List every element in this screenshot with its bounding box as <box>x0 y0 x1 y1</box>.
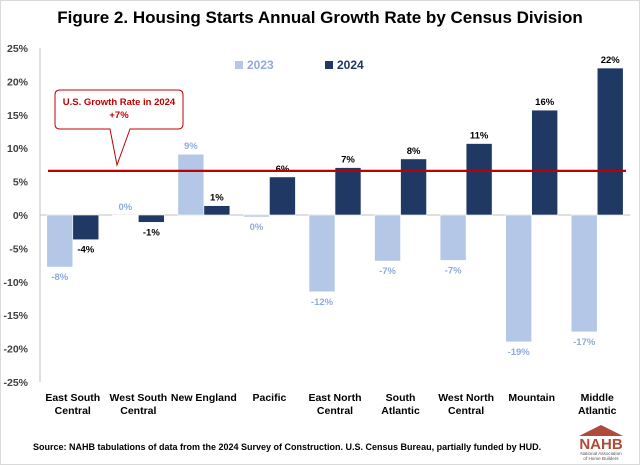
y-tick-label: 10% <box>7 143 29 155</box>
y-tick-label: -25% <box>3 377 28 389</box>
data-label-2024: -1% <box>143 227 160 238</box>
x-tick-label: New England <box>171 392 237 404</box>
y-tick-label: 15% <box>7 110 29 122</box>
data-label-2024: 22% <box>601 55 621 66</box>
y-tick-label: 0% <box>13 210 29 222</box>
bar-2024 <box>400 158 427 216</box>
data-label-2024: 8% <box>407 146 421 157</box>
bar-2023 <box>505 214 532 343</box>
bar-2024 <box>72 214 100 241</box>
bar-2023 <box>177 153 205 216</box>
callout-text-line-1: U.S. Growth Rate in 2024 <box>63 97 176 108</box>
x-tick-label: South <box>386 392 416 404</box>
bar-2023 <box>308 214 336 293</box>
y-tick-label: 5% <box>13 177 29 189</box>
x-tick-label: Atlantic <box>381 405 420 417</box>
y-tick-label: -20% <box>3 344 28 356</box>
legend-swatch-2024 <box>325 61 333 69</box>
logo-roof-icon <box>579 425 623 436</box>
bar-2023 <box>112 214 139 216</box>
bar-2023 <box>439 214 467 261</box>
x-tick-label: Mountain <box>508 392 555 404</box>
bar-2023 <box>46 214 74 268</box>
bar-2023 <box>570 214 598 333</box>
x-tick-label: Middle <box>581 392 614 404</box>
data-label-2023: -7% <box>445 265 462 276</box>
logo-word: NAHB <box>579 436 622 453</box>
y-tick-label: 20% <box>7 76 29 88</box>
y-tick-label: 25% <box>7 43 29 55</box>
data-label-2024: 16% <box>535 97 555 108</box>
x-tick-label: East South <box>45 392 100 404</box>
y-tick-label: -5% <box>9 243 28 255</box>
bar-2023 <box>374 214 401 262</box>
bar-2024 <box>203 205 231 216</box>
data-label-2024: 1% <box>210 193 224 204</box>
legend-label-2024: 2024 <box>337 58 364 72</box>
bar-2024 <box>334 167 362 216</box>
data-label-2024: 11% <box>470 131 489 142</box>
logo-sub-line-2: of Home Builders <box>583 456 619 461</box>
x-tick-label: Pacific <box>253 392 287 404</box>
chart-title: Figure 2. Housing Starts Annual Growth R… <box>57 8 583 27</box>
bar-2024 <box>596 67 624 216</box>
x-tick-label: Atlantic <box>578 405 617 417</box>
data-label-2024: 7% <box>341 155 355 166</box>
bar-2024 <box>269 176 296 216</box>
bar-2024 <box>138 214 165 223</box>
data-label-2023: -17% <box>573 337 596 348</box>
bar-2024 <box>465 143 493 216</box>
data-label-2023: -19% <box>508 347 531 358</box>
x-tick-label: West South <box>110 392 168 404</box>
data-label-2023: 0% <box>118 202 132 213</box>
nahb-logo: NAHB National Association of Home Builde… <box>579 425 623 461</box>
data-label-2023: -8% <box>51 272 68 283</box>
callout-box <box>54 89 184 167</box>
source-note: Source: NAHB tabulations of data from th… <box>33 442 542 452</box>
x-tick-label: Central <box>55 405 91 417</box>
data-label-2023: 0% <box>250 222 264 233</box>
data-label-2023: 9% <box>184 141 198 152</box>
x-tick-label: Central <box>317 405 353 417</box>
legend-swatch-2023 <box>235 61 243 69</box>
y-tick-label: -15% <box>3 310 28 322</box>
data-label-2024: -4% <box>77 245 94 256</box>
x-tick-label: East North <box>308 392 361 404</box>
data-label-2024: 6% <box>276 164 290 175</box>
callout-text-line-2: +7% <box>109 110 129 121</box>
x-tick-label: Central <box>120 405 156 417</box>
data-label-2023: -7% <box>379 266 396 277</box>
x-tick-label: Central <box>448 405 484 417</box>
y-tick-label: -10% <box>3 277 28 289</box>
data-label-2023: -12% <box>311 297 334 308</box>
x-tick-label: West North <box>438 392 494 404</box>
bar-2023 <box>243 214 270 218</box>
bar-2024 <box>531 109 558 216</box>
legend-label-2023: 2023 <box>247 58 274 72</box>
bar-chart: 25% 20% 15% 10% 5% 0% -5% -10% -15% -20% -25% -8% -4… <box>3 43 630 417</box>
logo-sub-line-1: National Association <box>580 451 622 456</box>
